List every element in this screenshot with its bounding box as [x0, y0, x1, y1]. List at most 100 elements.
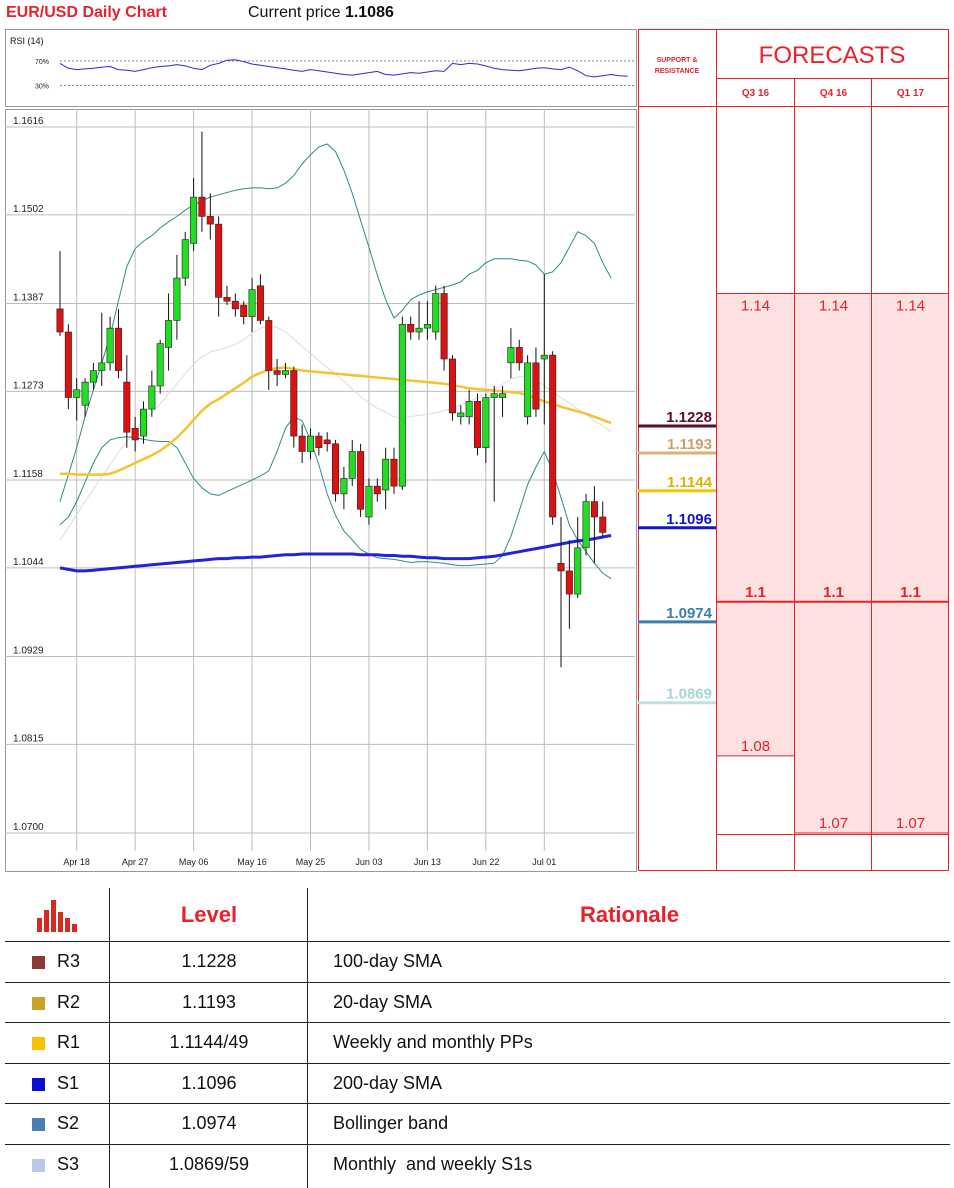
forecast-frame — [638, 29, 949, 871]
sr-level-label: 1.0974 — [666, 605, 713, 622]
y-tick-label: 1.1616 — [13, 116, 44, 127]
forecast-column-header: Q1 17 — [897, 88, 925, 99]
candle-down — [131, 428, 139, 441]
level-rationale: 100-day SMA — [333, 951, 443, 971]
candle-down — [231, 300, 239, 310]
table-row: S1 1.1096 200-day SMA — [5, 1062, 950, 1104]
candle-down — [332, 443, 340, 495]
candle-up — [365, 485, 373, 518]
candle-down — [56, 308, 64, 333]
candle-up — [457, 412, 465, 418]
candle-down — [590, 501, 598, 518]
candle-down — [599, 516, 607, 533]
x-tick-label: Jul 01 — [532, 857, 556, 867]
x-tick-label: May 16 — [237, 857, 267, 867]
candle-down — [206, 216, 214, 225]
column-divider — [109, 888, 110, 1188]
forecast-range — [717, 293, 794, 756]
forecast-range — [872, 293, 949, 833]
candle-up — [524, 362, 532, 418]
candle-down — [223, 297, 231, 302]
candle-up — [89, 370, 97, 383]
level-value: 1.1193 — [182, 991, 236, 1012]
rsi-level-label: 70% — [35, 59, 49, 66]
sr-level-label: 1.0869 — [666, 686, 712, 703]
forecast-high-value: 1.14 — [741, 297, 770, 314]
candle-up — [507, 347, 515, 364]
forecast-column-header: Q4 16 — [820, 88, 848, 99]
forecast-low-value: 1.07 — [896, 815, 925, 832]
level-label: R2 — [57, 991, 81, 1012]
forecast-low-value: 1.08 — [741, 738, 770, 755]
candle-down — [323, 439, 331, 445]
bollinger-upper-line — [59, 143, 612, 502]
level-rationale: 200-day SMA — [333, 1072, 443, 1093]
level-rationale: Monthly and weekly S1s — [333, 1154, 533, 1174]
candle-up — [306, 435, 314, 452]
candle-up — [106, 327, 114, 364]
candle-down — [515, 347, 523, 364]
bollinger-lower-line — [59, 416, 612, 580]
forecast-title: FORECASTS — [759, 42, 906, 69]
forecast-mid-value: 1.1 — [745, 584, 766, 601]
candle-down — [273, 370, 281, 375]
candle-up — [415, 327, 423, 333]
candle-up — [190, 196, 198, 244]
x-tick-label: May 06 — [179, 857, 209, 867]
forecast-mid-value: 1.1 — [823, 584, 844, 601]
sr-header-line2: RESISTANCE — [655, 68, 700, 75]
sr-level-label: 1.1193 — [667, 436, 712, 453]
forecast-mid-value: 1.1 — [900, 584, 921, 601]
level-swatch — [32, 956, 45, 969]
x-tick-label: Jun 22 — [472, 857, 499, 867]
candle-down — [373, 485, 381, 495]
x-tick-label: Jun 13 — [414, 857, 441, 867]
table-row: R1 1.1144/49 Weekly and monthly PPs — [5, 1022, 950, 1063]
price-panel — [5, 109, 637, 872]
level-swatch — [32, 996, 45, 1010]
candle-down — [557, 562, 565, 572]
level-swatch — [32, 1077, 45, 1091]
forecast-range — [795, 293, 872, 833]
candle-down — [298, 435, 306, 452]
candle-up — [140, 408, 148, 437]
candle-up — [98, 362, 106, 371]
candle-up — [432, 293, 440, 333]
current-price-value: 1.1086 — [344, 4, 394, 21]
level-label: S2 — [57, 1113, 80, 1134]
candle-up — [423, 324, 431, 329]
candle-up — [156, 343, 164, 387]
forecast-panel: FORECASTS SUPPORT & RESISTANCE Q3 16 1.14 1.1… — [638, 29, 949, 871]
candle-down — [357, 451, 365, 510]
y-tick-label: 1.1502 — [13, 204, 44, 215]
sma-200-line — [59, 534, 612, 573]
candle-up — [165, 320, 173, 348]
x-tick-label: Apr 27 — [122, 857, 149, 867]
candle-up — [173, 277, 181, 321]
candle-up — [340, 478, 348, 495]
header-level: Level — [180, 902, 238, 927]
table-row: S3 1.0869/59 Monthly and weekly S1s — [5, 1144, 950, 1185]
candle-down — [565, 570, 573, 595]
candle-up — [181, 239, 189, 279]
level-label: R3 — [57, 951, 81, 971]
candle-down — [215, 223, 223, 298]
level-swatch — [32, 1118, 45, 1132]
current-price-label: Current price — [248, 4, 341, 21]
sr-level-label: 1.1228 — [666, 409, 712, 426]
forecast-low-value: 1.07 — [819, 815, 848, 832]
candle-up — [499, 393, 507, 398]
x-tick-label: Apr 18 — [63, 857, 90, 867]
level-label: S1 — [57, 1072, 80, 1093]
candle-up — [482, 397, 490, 448]
level-value: 1.1096 — [181, 1072, 237, 1093]
candle-up — [398, 324, 406, 487]
level-value: 1.0974 — [181, 1113, 237, 1134]
forecast-column-header: Q3 16 — [742, 88, 770, 99]
candle-down — [473, 401, 481, 448]
candle-down — [532, 362, 540, 410]
candle-up — [73, 389, 81, 398]
candle-down — [549, 354, 557, 518]
current-price: Current price 1.1086 — [248, 4, 394, 22]
sr-level-label: 1.1096 — [666, 511, 712, 528]
